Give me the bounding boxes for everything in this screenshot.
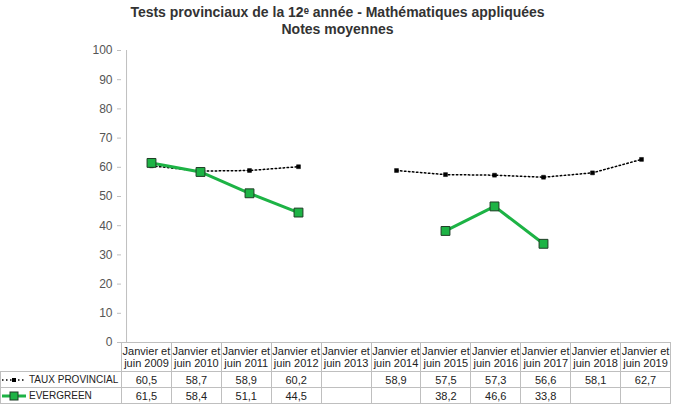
svg-text:50: 50 xyxy=(99,189,113,203)
svg-text:40: 40 xyxy=(99,219,113,233)
html-text:Janvier et juin 2013: Janvier et juin 2013 xyxy=(322,345,370,369)
svg-text:90: 90 xyxy=(99,73,113,87)
html-text:Janvier et juin 2019: Janvier et juin 2019 xyxy=(621,345,670,369)
html-text:62,7: 62,7 xyxy=(634,373,657,386)
svg-text:30: 30 xyxy=(99,248,113,262)
html-text:57,5: 57,5 xyxy=(435,373,457,386)
svg-text:20: 20 xyxy=(99,277,113,291)
html-text:58,7: 58,7 xyxy=(185,373,208,386)
html-text:56,6: 56,6 xyxy=(535,373,557,386)
html-text:58,9: 58,9 xyxy=(385,373,407,386)
html-text:TAUX PROVINCIAL: TAUX PROVINCIAL xyxy=(29,373,119,385)
html-text:Janvier et juin 2015: Janvier et juin 2015 xyxy=(422,345,470,369)
svg-text:100: 100 xyxy=(92,43,112,57)
html-text:EVERGREEN: EVERGREEN xyxy=(29,389,92,401)
html-text:51,1: 51,1 xyxy=(235,389,257,402)
html-text:Janvier et juin 2010: Janvier et juin 2010 xyxy=(172,345,221,369)
svg-text:70: 70 xyxy=(99,131,113,145)
html-text:Janvier et juin 2009: Janvier et juin 2009 xyxy=(122,345,171,369)
html-text:58,9: 58,9 xyxy=(235,373,257,386)
html-text:60,2: 60,2 xyxy=(285,373,307,386)
html-text:58,4: 58,4 xyxy=(185,389,208,402)
html-text:44,5: 44,5 xyxy=(285,389,307,402)
svg-text:10: 10 xyxy=(99,306,113,320)
html-text:Janvier et juin 2017: Janvier et juin 2017 xyxy=(521,345,570,369)
svg-text:80: 80 xyxy=(99,102,113,116)
html-text:Janvier et juin 2016: Janvier et juin 2016 xyxy=(471,345,520,369)
html-text:Tests provinciaux de la 12ᵉ an: Tests provinciaux de la 12ᵉ année - Math… xyxy=(130,4,545,20)
html-text:38,2: 38,2 xyxy=(435,389,457,402)
svg-text:0: 0 xyxy=(106,335,113,349)
html-text:Janvier et juin 2011: Janvier et juin 2011 xyxy=(222,345,271,369)
html-text:Janvier et juin 2012: Janvier et juin 2012 xyxy=(272,345,320,369)
html-text:Notes moyennes: Notes moyennes xyxy=(281,21,394,37)
html-text:60,5: 60,5 xyxy=(135,373,158,386)
html-text:57,3: 57,3 xyxy=(485,373,507,386)
html-text:61,5: 61,5 xyxy=(135,389,158,402)
html-text:33,8: 33,8 xyxy=(535,389,557,402)
svg-text:60: 60 xyxy=(99,160,113,174)
html-text:Janvier et juin 2014: Janvier et juin 2014 xyxy=(372,345,420,369)
html-text:Janvier et juin 2018: Janvier et juin 2018 xyxy=(571,345,620,369)
html-text:58,1: 58,1 xyxy=(584,373,607,386)
html-text:46,6: 46,6 xyxy=(485,389,507,402)
